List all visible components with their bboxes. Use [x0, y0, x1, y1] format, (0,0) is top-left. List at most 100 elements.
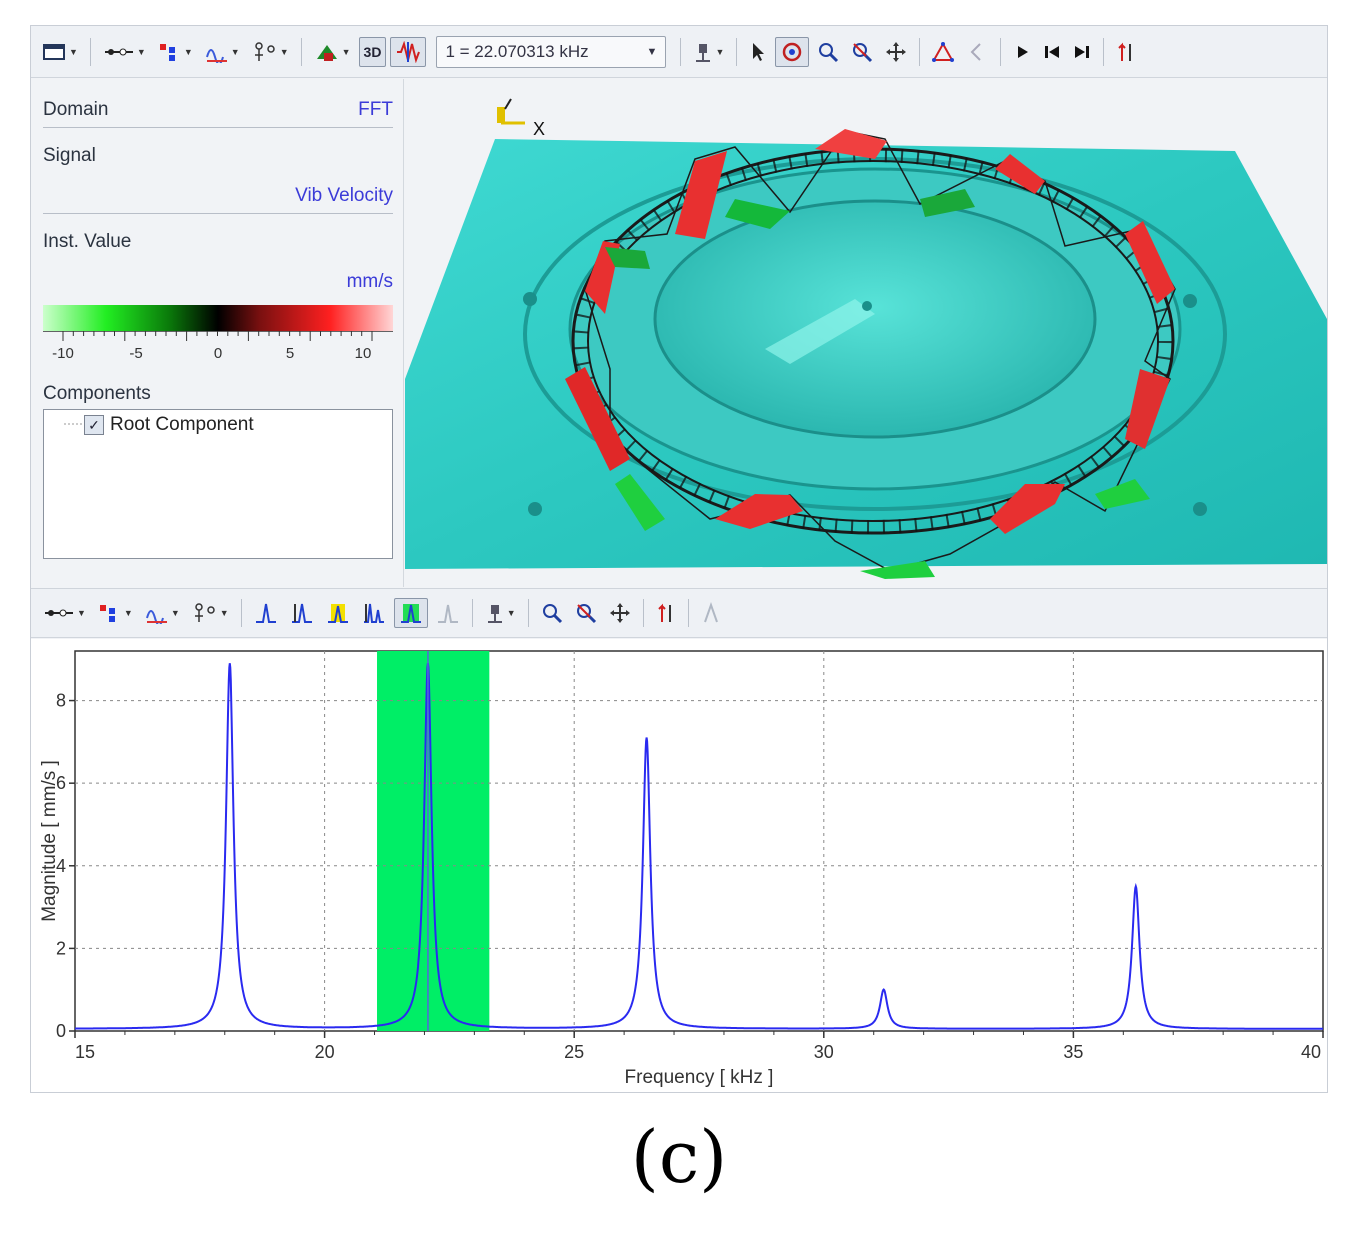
y-axis-label: Magnitude [ mm/s ] — [39, 760, 60, 922]
bolt-hole — [862, 301, 872, 311]
signal-line-icon[interactable]: ▼ — [39, 598, 90, 628]
toolbar-separator — [919, 37, 921, 66]
ribbon-segment — [920, 189, 975, 217]
peak-double-icon[interactable] — [358, 598, 390, 628]
cursor-disabled-icon[interactable] — [697, 598, 727, 628]
ribbon-segment — [1125, 221, 1175, 304]
plot-frame — [74, 650, 1324, 1032]
probe-icon[interactable]: ▼ — [248, 37, 293, 67]
zoom-reset-icon[interactable] — [571, 598, 601, 628]
toolbar-separator — [527, 599, 529, 627]
3d-viewport[interactable]: X — [405, 79, 1327, 587]
pan-icon[interactable] — [881, 37, 911, 67]
waveform-icon[interactable]: ▼ — [201, 37, 244, 67]
triangle-mesh-icon[interactable] — [928, 37, 958, 67]
toolbar-separator — [1103, 37, 1105, 66]
view-3d-button[interactable]: 3D — [358, 36, 387, 67]
x-tick-label: 15 — [75, 1042, 95, 1062]
domain-value: FFT — [358, 99, 393, 120]
play-icon[interactable] — [1009, 37, 1035, 67]
zoom-reset-icon[interactable] — [847, 37, 877, 67]
frequency-select-value: 1 = 22.070313 kHz — [445, 41, 589, 61]
inst-value-label: Inst. Value — [43, 231, 132, 252]
bolt-hole — [528, 502, 542, 516]
point-markers-icon[interactable]: ▼ — [94, 598, 137, 628]
ribbon-segment — [1095, 479, 1150, 509]
spectrum-chart[interactable]: 15 20 25 30 35 40 0 2 4 6 8 Frequency [ kHz ] Magn… — [31, 639, 1327, 1092]
zoom-icon[interactable] — [813, 37, 843, 67]
toolbar-separator — [1000, 37, 1002, 66]
x-axis-label: Frequency [ kHz ] — [625, 1067, 774, 1088]
properties-panel: Domain FFT Signal Vib Velocity Inst. Val… — [31, 79, 404, 587]
y-tick-label: 6 — [56, 773, 66, 793]
band-select-icon[interactable] — [393, 598, 428, 628]
pin-icon[interactable]: ▼ — [689, 37, 728, 67]
checkbox-root-component[interactable]: ✓ — [84, 415, 104, 435]
grid — [75, 651, 1323, 1031]
ribbon-segment — [725, 199, 790, 229]
peak-icon[interactable] — [250, 598, 282, 628]
y-tick-label: 2 — [56, 938, 66, 958]
x-tick-label: 40 — [1301, 1042, 1321, 1062]
select-arrow-icon[interactable] — [745, 37, 771, 67]
toolbar-separator — [736, 37, 738, 66]
colorbar-tick-label: 0 — [213, 345, 223, 362]
signal-line-icon[interactable]: ▼ — [99, 37, 150, 67]
bolt-hole — [1183, 294, 1197, 308]
scale-icon[interactable] — [1112, 37, 1140, 67]
axis-triad-origin — [497, 107, 505, 123]
rotate-view-icon[interactable] — [775, 36, 810, 67]
components-label: Components — [43, 383, 151, 404]
deform-icon[interactable] — [962, 37, 992, 67]
waveform-icon[interactable]: ▼ — [141, 598, 184, 628]
colorbar-ticks — [43, 331, 393, 341]
peak-disabled-icon[interactable] — [432, 598, 464, 628]
pan-icon[interactable] — [605, 598, 635, 628]
x-tick-label: 35 — [1063, 1042, 1083, 1062]
skip-back-icon[interactable] — [1039, 37, 1065, 67]
tree-connector — [64, 423, 86, 425]
y-tick-label: 8 — [56, 691, 66, 711]
ribbon-segment — [615, 474, 665, 531]
paint-shape-icon[interactable]: ▼ — [310, 37, 355, 67]
app-window: ▼ ▼ ▼ ▼ ▼ ▼ 3D 1 = 22.070313 kHz ▼ ▼ — [30, 25, 1328, 1093]
colorbar-tick-label: -5 — [129, 345, 143, 362]
colorbar-tick-label: 10 — [354, 345, 372, 362]
domain-label: Domain — [43, 99, 109, 120]
skip-forward-icon[interactable] — [1069, 37, 1095, 67]
scale-icon[interactable] — [652, 598, 680, 628]
axis-triad — [497, 98, 525, 125]
mesh-ring-ticks — [574, 148, 1172, 534]
ribbon-segment — [715, 494, 803, 529]
chart-toolbar: ▼ ▼ ▼ ▼ ▼ — [31, 588, 1327, 638]
window-layout-icon[interactable]: ▼ — [39, 37, 82, 67]
pin-icon[interactable]: ▼ — [481, 598, 520, 628]
toolbar-separator — [240, 599, 242, 627]
animate-mode-button[interactable] — [390, 36, 427, 67]
bolt-hole — [1193, 502, 1207, 516]
colorbar — [43, 305, 393, 331]
3d-scene: X — [405, 98, 1327, 579]
band-highlight-icon[interactable] — [322, 598, 354, 628]
bolt-hole — [523, 292, 537, 306]
signal-value[interactable]: Vib Velocity — [295, 185, 393, 206]
frequency-select[interactable]: 1 = 22.070313 kHz ▼ — [436, 35, 667, 68]
y-tick-label: 0 — [56, 1021, 66, 1041]
toolbar-separator — [300, 37, 302, 66]
axis-triad-line — [504, 98, 512, 110]
peak-marker-icon[interactable] — [286, 598, 318, 628]
main-toolbar: ▼ ▼ ▼ ▼ ▼ ▼ 3D 1 = 22.070313 kHz ▼ ▼ — [31, 26, 1327, 78]
signal-label: Signal — [43, 145, 96, 166]
toolbar-separator — [642, 599, 644, 627]
toolbar-separator — [471, 599, 473, 627]
ribbon-segment — [565, 367, 630, 471]
tree-item-label: Root Component — [110, 414, 254, 435]
point-markers-icon[interactable]: ▼ — [154, 37, 197, 67]
probe-icon[interactable]: ▼ — [188, 598, 233, 628]
ribbon-segment — [860, 561, 935, 579]
ribbon-segment — [675, 151, 727, 239]
tree-item-root-component[interactable]: ✓ Root Component — [84, 414, 254, 436]
zoom-icon[interactable] — [537, 598, 567, 628]
spectrum-plot: 15 20 25 30 35 40 0 2 4 6 8 Frequency [ kHz ] Magn… — [39, 650, 1324, 1088]
ribbon-segment — [605, 247, 650, 269]
